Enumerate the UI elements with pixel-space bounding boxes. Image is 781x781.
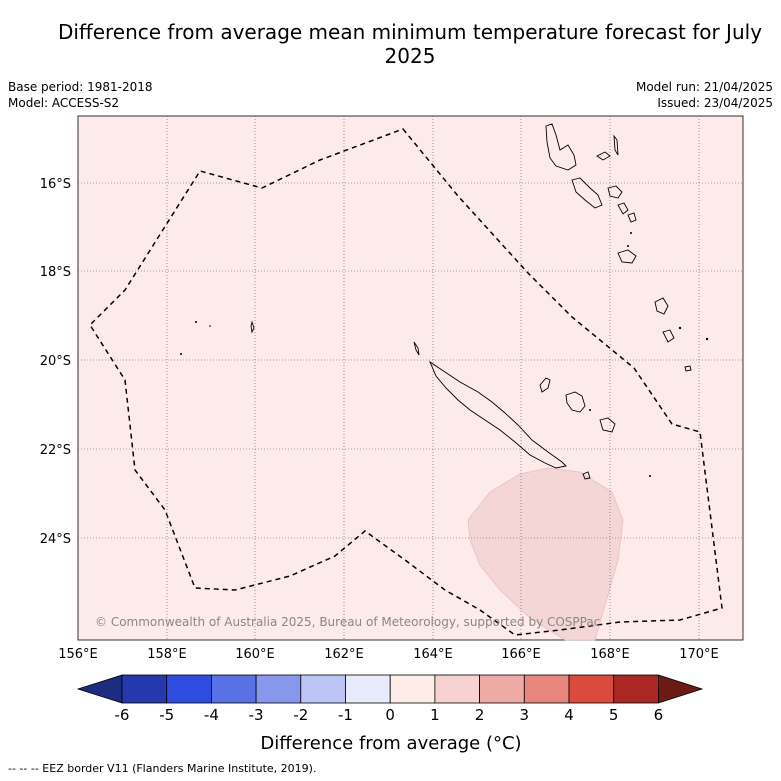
loyalty-ouvea — [539, 377, 551, 393]
map-title: Difference from average mean minimum tem… — [57, 20, 763, 68]
islands — [250, 123, 692, 480]
colorbar-tick: -2 — [293, 706, 308, 724]
colorbar-tick: -4 — [204, 706, 219, 724]
colorbar-tick: -6 — [115, 706, 130, 724]
colorbar-label: Difference from average (°C) — [260, 733, 521, 754]
new-caledonia — [428, 360, 567, 469]
vanuatu-epi — [627, 212, 637, 223]
colorbar-extend-low — [76, 674, 123, 704]
vanuatu-erromango — [617, 249, 637, 264]
colorbar — [76, 674, 704, 704]
colorbar-segment — [568, 674, 615, 704]
colorbar-tick: 3 — [520, 706, 530, 724]
colorbar-segment — [479, 674, 525, 704]
meta-right: Model run: 21/04/2025 Issued: 23/04/2025 — [636, 79, 773, 111]
colorbar-segment — [255, 674, 302, 704]
lat-label: 18°S — [40, 265, 71, 280]
vanuatu-tanna — [654, 297, 669, 315]
vanuatu-maewo — [613, 134, 619, 156]
colorbar-tick: 5 — [609, 706, 619, 724]
lat-label: 24°S — [40, 532, 71, 547]
lon-label: 168°E — [590, 647, 630, 662]
colorbar-tick: 0 — [385, 706, 395, 724]
lon-label: 158°E — [147, 647, 187, 662]
lon-label: 162°E — [324, 647, 364, 662]
colorbar-tick: -3 — [249, 706, 264, 724]
chesterfield-islet — [250, 320, 255, 334]
lon-label: 156°E — [58, 647, 98, 662]
lon-label: 170°E — [679, 647, 719, 662]
colorbar-segment — [166, 674, 212, 704]
lon-label: 164°E — [413, 647, 453, 662]
colorbar-tick: 1 — [430, 706, 440, 724]
vanuatu-espiritu-santo — [545, 123, 577, 171]
colorbar-tick: 6 — [654, 706, 664, 724]
anomaly-patch — [467, 467, 624, 641]
islets — [180, 232, 709, 477]
lon-label: 166°E — [501, 647, 541, 662]
vanuatu-ambae — [596, 151, 611, 161]
eez-border — [89, 128, 723, 636]
eez-legend-note: -- -- -- EEZ border V11 (Flanders Marine… — [8, 762, 317, 775]
hunter-island — [684, 365, 692, 372]
colorbar-segment — [613, 674, 659, 704]
lat-label: 22°S — [40, 443, 71, 458]
colorbar-tick: 2 — [475, 706, 485, 724]
meta-left: Base period: 1981-2018 Model: ACCESS-S2 — [8, 79, 153, 111]
colorbar-segment — [121, 674, 168, 704]
map-copyright: © Commonwealth of Australia 2025, Bureau… — [95, 615, 600, 629]
colorbar-segment — [389, 674, 436, 704]
model-name: Model: ACCESS-S2 — [8, 96, 120, 110]
vanuatu-pentecost — [607, 185, 623, 199]
belep-islands — [413, 341, 420, 356]
colorbar-segment — [434, 674, 480, 704]
lat-label: 16°S — [40, 177, 71, 192]
colorbar-segment — [523, 674, 570, 704]
model-run: Model run: 21/04/2025 — [635, 80, 773, 94]
base-period: Base period: 1981-2018 — [8, 80, 153, 94]
lat-label: 20°S — [40, 354, 71, 369]
colorbar-segment — [345, 674, 391, 704]
lon-label: 160°E — [235, 647, 275, 662]
vanuatu-aneityum — [662, 329, 675, 343]
colorbar-tick: -1 — [338, 706, 353, 724]
colorbar-extend-high — [658, 674, 704, 704]
colorbar-segment — [300, 674, 346, 704]
colorbar-tick: 4 — [564, 706, 574, 724]
vanuatu-efate — [617, 202, 629, 215]
gridlines — [78, 116, 743, 640]
loyalty-mare — [599, 417, 616, 433]
loyalty-lifou — [565, 391, 586, 413]
isle-of-pines — [582, 471, 591, 480]
colorbar-segment — [210, 674, 257, 704]
colorbar-tick: -5 — [159, 706, 174, 724]
vanuatu-malakula — [571, 177, 603, 209]
issued-date: Issued: 23/04/2025 — [657, 96, 773, 110]
map-background — [77, 115, 744, 641]
